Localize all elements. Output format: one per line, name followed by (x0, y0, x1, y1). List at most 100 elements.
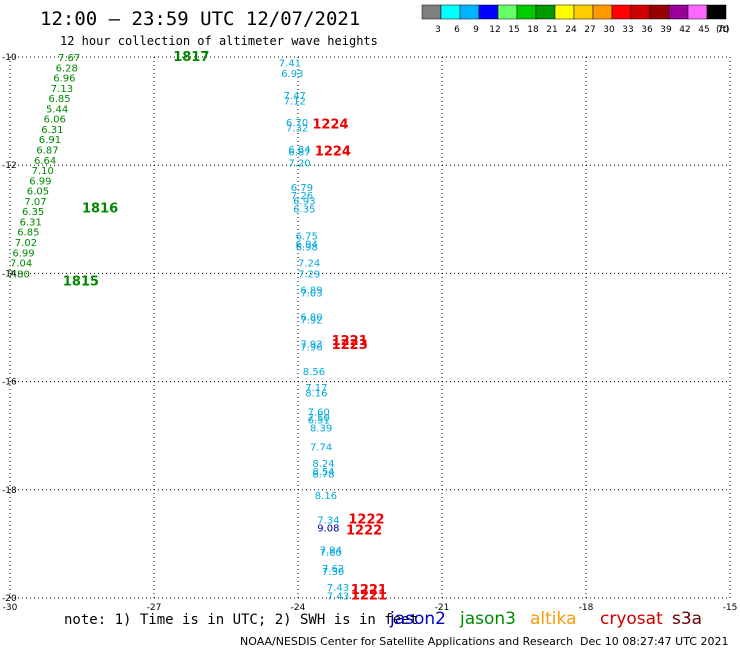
wave-height-value: 6.93 (293, 196, 315, 207)
satellite-legend: jason2 jason3 altika cryosat s3a (389, 609, 702, 629)
pass-time-label: 1222 (348, 513, 384, 528)
lon-label: -24 (291, 603, 306, 613)
wave-height-value: 7.60 (320, 548, 342, 559)
wave-height-value: 6.84 (288, 145, 310, 156)
wave-height-value: 6.93 (281, 69, 303, 80)
scale-label: 45 (698, 25, 709, 35)
wave-height-value: 6.87 (288, 148, 310, 159)
scale-swatch (630, 4, 651, 20)
wave-height-value: 6.05 (27, 187, 49, 198)
scale-swatch (573, 4, 594, 20)
wave-height-value: 8.56 (303, 367, 325, 378)
wave-height-value: 6.79 (291, 183, 313, 194)
scale-label: 27 (584, 25, 595, 35)
scale-swatch (611, 4, 632, 20)
scale-swatch (440, 4, 461, 20)
wave-height-value: 7.41 (279, 58, 301, 69)
lon-label: -18 (579, 603, 594, 613)
timestamp-text: Dec 10 08:27:47 UTC 2021 (580, 635, 728, 648)
wave-height-value: 7.67 (58, 53, 80, 64)
wave-height-value: 7.60 (308, 407, 330, 418)
wave-height-value: 7.92 (300, 315, 322, 326)
wave-height-value: 7.13 (51, 84, 73, 95)
scale-swatch (516, 4, 537, 20)
scale-swatch (668, 4, 689, 20)
wave-height-value: 6.51 (308, 415, 330, 426)
pass-time-label: 1223 (332, 338, 368, 353)
pass-time-label: 1816 (82, 201, 118, 216)
wave-height-value: 7.80 (8, 269, 30, 280)
wave-height-value: 6.89 (300, 286, 322, 297)
wave-height-value: 7.02 (15, 238, 37, 249)
lat-label: -14 (2, 269, 17, 279)
wave-height-value: 7.20 (288, 158, 310, 169)
wave-height-value: 7.50 (308, 413, 330, 424)
scale-label: 9 (473, 25, 479, 35)
scale-label: 21 (546, 25, 557, 35)
wave-height-value: 7.94 (320, 545, 342, 556)
wave-height-value: 7.93 (300, 340, 322, 351)
wave-height-value: 6.70 (286, 118, 308, 129)
wave-height-value: 7.34 (317, 516, 339, 527)
lat-label: -16 (2, 378, 17, 388)
scale-label: 6 (454, 25, 460, 35)
wave-height-value: 6.31 (20, 217, 42, 228)
wave-height-value: 8.16 (305, 388, 327, 399)
wave-height-value: 6.31 (41, 125, 63, 136)
wave-height-value: 6.99 (12, 248, 34, 259)
pass-time-label: 1224 (312, 118, 348, 133)
satellite-legend-item: altika (530, 609, 577, 629)
wave-height-value: 6.35 (293, 204, 315, 215)
lat-label: -20 (2, 594, 17, 604)
wave-height-value: 6.28 (56, 63, 78, 74)
scale-label: 24 (565, 25, 577, 35)
lon-label: -21 (435, 603, 450, 613)
scale-label: 36 (641, 25, 653, 35)
pass-time-label: 1815 (63, 275, 99, 290)
map-title: 12:00 – 23:59 UTC 12/07/2021 (40, 8, 360, 30)
wave-height-value: 6.85 (17, 228, 39, 239)
pass-time-label: 1817 (173, 50, 209, 65)
satellite-legend-item: cryosat (600, 609, 663, 629)
lon-label: -30 (3, 603, 18, 613)
scale-label: 12 (489, 25, 500, 35)
wave-height-value: 9.08 (317, 524, 339, 535)
wave-height-value: 7.12 (284, 96, 306, 107)
footer-note: note: 1) Time is in UTC; 2) SWH is in fe… (64, 612, 418, 628)
scale-label: 15 (508, 25, 519, 35)
wave-height-value: 7.43 (327, 591, 349, 602)
lon-label: -15 (723, 603, 738, 613)
wave-height-value: 7.43 (327, 583, 349, 594)
scale-swatch (687, 4, 708, 20)
wave-height-value: 6.96 (53, 74, 75, 85)
wave-height-value: 7.29 (298, 269, 320, 280)
wave-height-value: 8.24 (312, 459, 334, 470)
pass-time-label: 1222 (346, 523, 382, 538)
scale-label: 42 (679, 25, 690, 35)
wave-height-value: 7.30 (322, 567, 344, 578)
wave-height-value: 7.24 (298, 259, 320, 270)
scale-swatch (706, 4, 727, 20)
pass-time-label: 1221 (351, 588, 387, 603)
wave-height-value: 7.47 (284, 91, 306, 102)
scale-label: 18 (527, 25, 539, 35)
scale-swatch (421, 4, 442, 20)
scale-swatch (459, 4, 480, 20)
wave-height-value: 8.39 (310, 424, 332, 435)
scale-swatch (497, 4, 518, 20)
lat-label: -10 (2, 53, 17, 63)
scale-swatch (554, 4, 575, 20)
wave-height-value: 7.32 (286, 123, 308, 134)
scale-label: 30 (603, 25, 615, 35)
scale-swatch (592, 4, 613, 20)
wave-height-value: 7.74 (310, 443, 332, 454)
scale-swatch (535, 4, 556, 20)
wave-height-value: 6.85 (48, 94, 70, 105)
wave-height-value: 7.04 (10, 259, 32, 270)
wave-height-value: 7.26 (291, 191, 313, 202)
axis-labels: -10 -12 -14 -16 -18 -20-30 -27 -24 -21 -18 -15 (2, 53, 737, 613)
satellite-legend-item: s3a (672, 609, 702, 629)
pass-time-label: 1221 (332, 334, 368, 349)
wave-height-value: 5.44 (46, 104, 68, 115)
wave-height-value: 6.80 (300, 313, 322, 324)
